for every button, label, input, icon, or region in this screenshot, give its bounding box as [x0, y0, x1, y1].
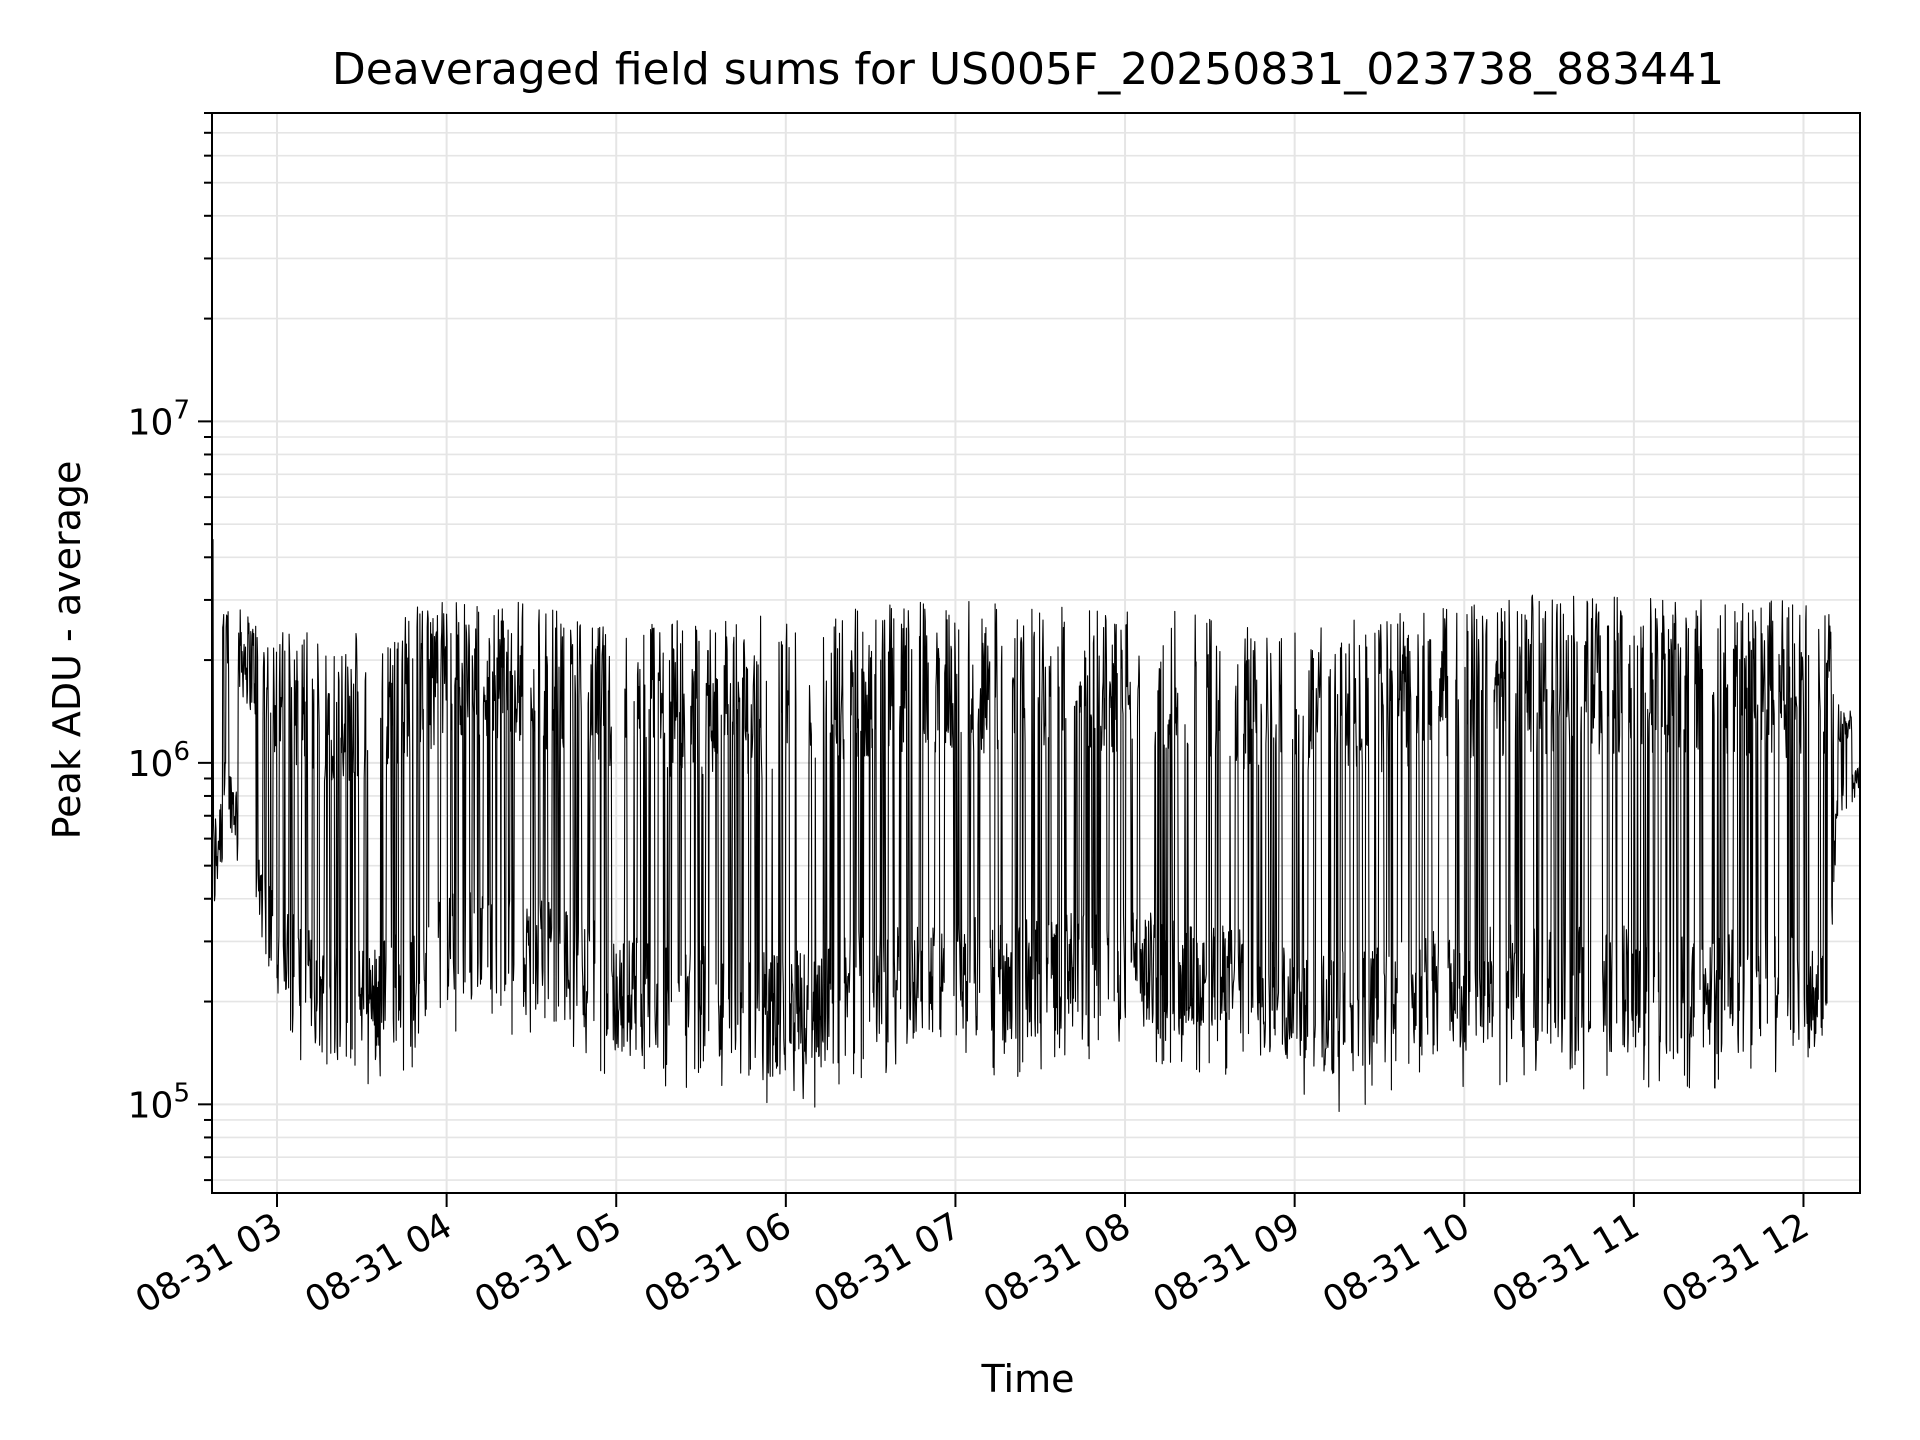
y-axis-label: Peak ADU - average — [45, 461, 89, 840]
x-axis-label: Time — [981, 1357, 1075, 1401]
y-tick-exponent: 5 — [173, 1078, 190, 1108]
chart-title: Deaveraged field sums for US005F_2025083… — [332, 44, 1724, 95]
plot-frame — [211, 112, 1861, 1194]
plot-area — [212, 539, 1860, 1113]
data-series-line — [212, 539, 1860, 1113]
y-tick-exponent: 6 — [173, 737, 190, 767]
y-tick-exponent: 7 — [173, 395, 190, 425]
